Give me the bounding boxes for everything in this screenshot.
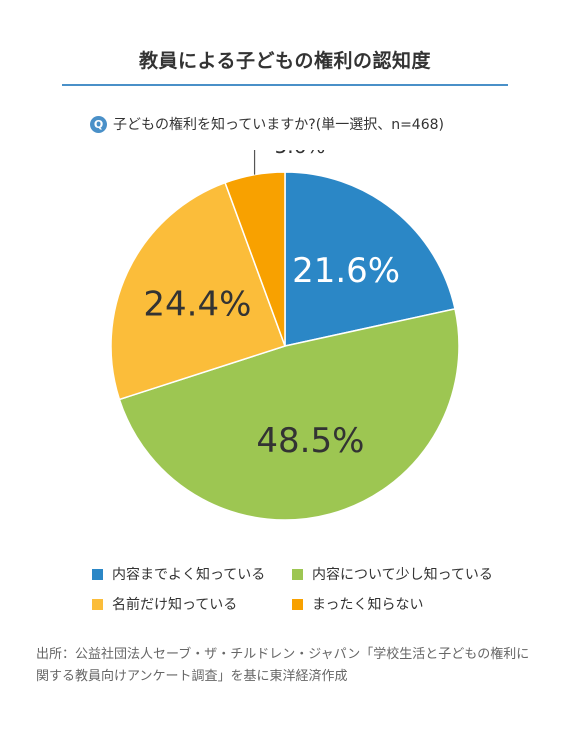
question-text: 子どもの権利を知っていますか?(単一選択、n=468) xyxy=(113,117,444,133)
pie-slice-very-well xyxy=(284,171,456,347)
legend-item-a-little: 内容について少し知っている xyxy=(292,564,493,584)
pie-label-not-at-all: 5.6% xyxy=(275,150,326,158)
legend-item-name-only: 名前だけ知っている xyxy=(92,594,292,614)
legend-item-very-well: 内容までよく知っている xyxy=(92,564,292,584)
pie-label-name-only: 24.4% xyxy=(143,284,251,324)
legend-swatch-a-little xyxy=(292,568,303,580)
question: Q 子どもの権利を知っていますか?(単一選択、n=468) xyxy=(90,112,444,136)
legend-swatch-not-at-all xyxy=(292,598,303,610)
legend-row-2: 名前だけ知っている まったく知らない xyxy=(92,592,532,616)
chart-title: 教員による子どもの権利の認知度 xyxy=(139,50,431,72)
legend-label-name-only: 名前だけ知っている xyxy=(112,597,238,613)
pie-slice-not-at-all xyxy=(224,171,286,347)
leader-line-not-at-all xyxy=(253,150,256,175)
question-icon: Q xyxy=(90,115,107,133)
legend-swatch-name-only xyxy=(92,598,103,610)
legend-label-very-well: 内容までよく知っている xyxy=(112,567,266,583)
legend-row-1: 内容までよく知っている 内容について少し知っている xyxy=(92,562,532,586)
legend-label-not-at-all: まったく知らない xyxy=(312,597,424,613)
pie-slice-a-little xyxy=(118,307,460,521)
legend-label-a-little: 内容について少し知っている xyxy=(312,567,493,583)
title-underline xyxy=(62,84,508,86)
pie-label-very-well: 21.6% xyxy=(292,251,400,291)
pie-slice-name-only xyxy=(110,181,286,401)
legend-swatch-very-well xyxy=(92,568,103,580)
legend: 内容までよく知っている 内容について少し知っている 名前だけ知っている まったく… xyxy=(92,562,532,622)
pie-label-a-little: 48.5% xyxy=(256,421,364,461)
pie-chart: 21.6% 48.5% 24.4% 5.6% xyxy=(110,150,460,521)
legend-item-not-at-all: まったく知らない xyxy=(292,594,423,614)
source-note: 出所：公益社団法人セーブ・ザ・チルドレン・ジャパン「学校生活と子どもの権利に関す… xyxy=(36,647,530,684)
